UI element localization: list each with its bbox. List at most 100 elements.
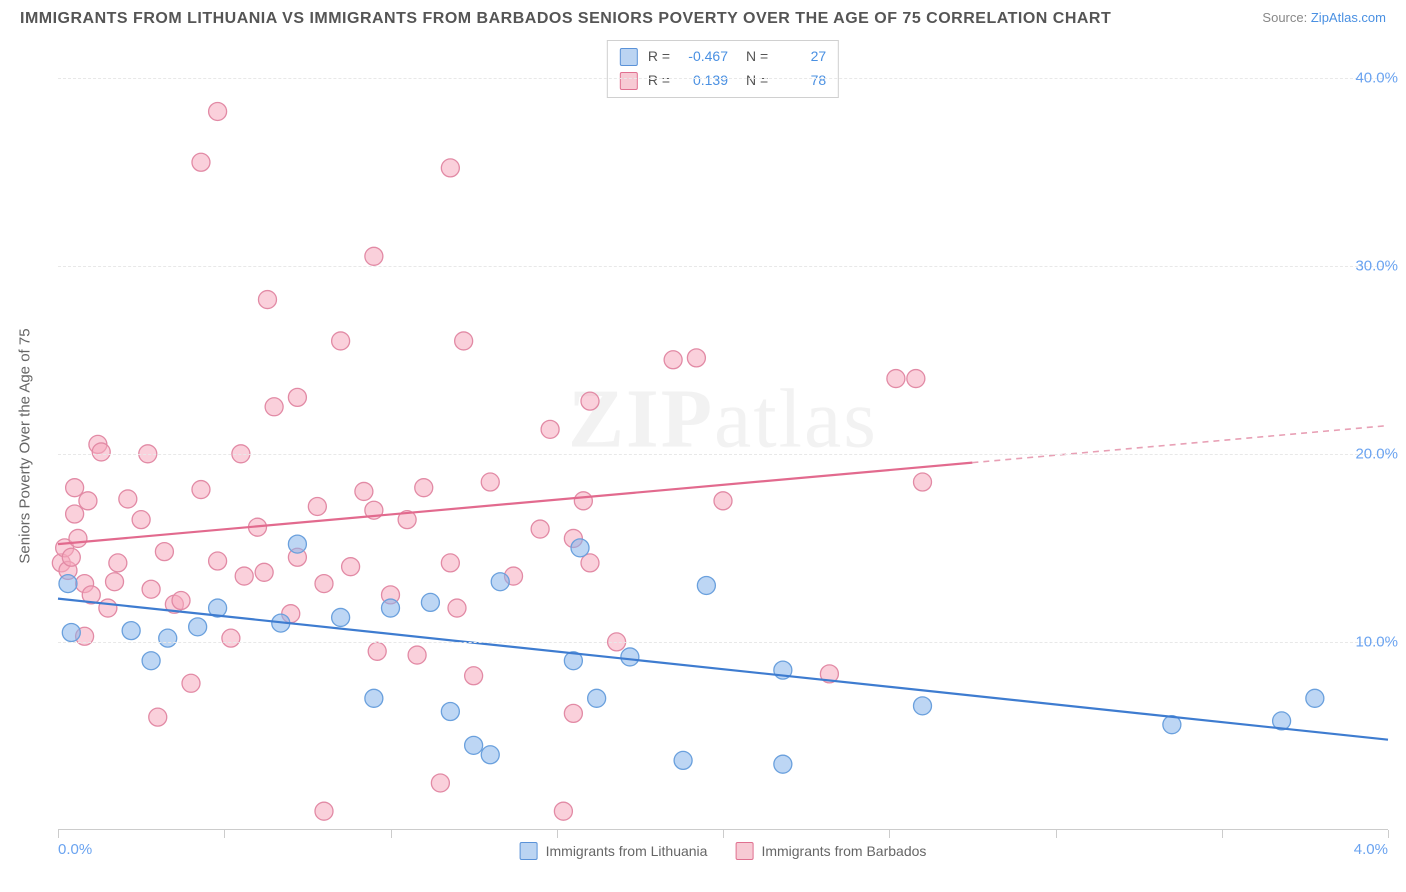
point-barbados [265, 398, 283, 416]
x-axis-min-label: 0.0% [58, 841, 92, 858]
point-lithuania [674, 751, 692, 769]
point-barbados [541, 420, 559, 438]
point-barbados [465, 667, 483, 685]
point-barbados [581, 392, 599, 410]
point-barbados [209, 552, 227, 570]
point-barbados [255, 563, 273, 581]
chart-title: IMMIGRANTS FROM LITHUANIA VS IMMIGRANTS … [20, 10, 1111, 28]
point-barbados [564, 704, 582, 722]
point-lithuania [421, 593, 439, 611]
scatter-plot-svg [58, 40, 1388, 830]
point-barbados [714, 492, 732, 510]
point-barbados [441, 159, 459, 177]
source-link[interactable]: ZipAtlas.com [1311, 10, 1386, 25]
point-barbados [106, 573, 124, 591]
x-tick [58, 830, 59, 838]
point-barbados [365, 247, 383, 265]
y-tick-label: 30.0% [1355, 257, 1398, 274]
n-value-barbados: 78 [778, 69, 826, 93]
point-lithuania [571, 539, 589, 557]
point-barbados [408, 646, 426, 664]
point-barbados [315, 575, 333, 593]
point-barbados [431, 774, 449, 792]
point-barbados [441, 554, 459, 572]
swatch-blue [620, 48, 638, 66]
point-barbados [531, 520, 549, 538]
gridline [58, 454, 1388, 455]
point-lithuania [774, 755, 792, 773]
x-tick [1388, 830, 1389, 838]
point-barbados [664, 351, 682, 369]
series-legend: Immigrants from Lithuania Immigrants fro… [520, 842, 927, 860]
point-lithuania [142, 652, 160, 670]
point-barbados [415, 479, 433, 497]
point-barbados [332, 332, 350, 350]
swatch-pink [735, 842, 753, 860]
point-lithuania [621, 648, 639, 666]
source-label: Source: [1262, 10, 1307, 25]
x-tick [1222, 830, 1223, 838]
x-axis-max-label: 4.0% [1354, 841, 1388, 858]
swatch-pink [620, 72, 638, 90]
point-lithuania [59, 575, 77, 593]
point-barbados [574, 492, 592, 510]
point-lithuania [159, 629, 177, 647]
x-tick [557, 830, 558, 838]
point-lithuania [914, 697, 932, 715]
point-barbados [79, 492, 97, 510]
legend-item-barbados: Immigrants from Barbados [735, 842, 926, 860]
point-barbados [687, 349, 705, 367]
point-barbados [907, 370, 925, 388]
trend-line-lithuania [58, 599, 1388, 740]
gridline [58, 266, 1388, 267]
point-barbados [69, 529, 87, 547]
legend-row-barbados: R = 0.139 N = 78 [620, 69, 826, 93]
point-barbados [235, 567, 253, 585]
point-lithuania [697, 576, 715, 594]
point-barbados [258, 291, 276, 309]
point-barbados [315, 802, 333, 820]
legend-row-lithuania: R = -0.467 N = 27 [620, 45, 826, 69]
x-tick [391, 830, 392, 838]
point-lithuania [365, 689, 383, 707]
r-value-barbados: 0.139 [680, 69, 728, 93]
point-barbados [172, 592, 190, 610]
point-barbados [66, 505, 84, 523]
point-barbados [368, 642, 386, 660]
x-tick [889, 830, 890, 838]
point-barbados [155, 543, 173, 561]
y-axis-label: Seniors Poverty Over the Age of 75 [17, 328, 34, 563]
point-lithuania [332, 608, 350, 626]
n-label: N = [746, 69, 768, 93]
point-barbados [455, 332, 473, 350]
trend-line-barbados [58, 463, 972, 544]
r-label: R = [648, 69, 670, 93]
source-attribution: Source: ZipAtlas.com [1262, 10, 1386, 28]
correlation-legend: R = -0.467 N = 27 R = 0.139 N = 78 [607, 40, 839, 98]
point-barbados [222, 629, 240, 647]
point-barbados [481, 473, 499, 491]
y-tick-label: 10.0% [1355, 633, 1398, 650]
r-label: R = [648, 45, 670, 69]
trend-line-barbados-extrapolated [972, 426, 1388, 463]
point-barbados [132, 511, 150, 529]
point-lithuania [382, 599, 400, 617]
point-lithuania [288, 535, 306, 553]
point-lithuania [189, 618, 207, 636]
point-barbados [119, 490, 137, 508]
x-tick [224, 830, 225, 838]
chart-plot-area: ZIPatlas 0.0% 4.0% R = -0.467 N = 27 R =… [58, 40, 1388, 830]
point-barbados [66, 479, 84, 497]
gridline [58, 78, 1388, 79]
point-barbados [288, 388, 306, 406]
n-label: N = [746, 45, 768, 69]
point-lithuania [441, 703, 459, 721]
legend-item-lithuania: Immigrants from Lithuania [520, 842, 708, 860]
point-barbados [109, 554, 127, 572]
y-tick-label: 20.0% [1355, 445, 1398, 462]
point-lithuania [481, 746, 499, 764]
point-barbados [342, 558, 360, 576]
gridline [58, 642, 1388, 643]
point-barbados [99, 599, 117, 617]
point-barbados [92, 443, 110, 461]
